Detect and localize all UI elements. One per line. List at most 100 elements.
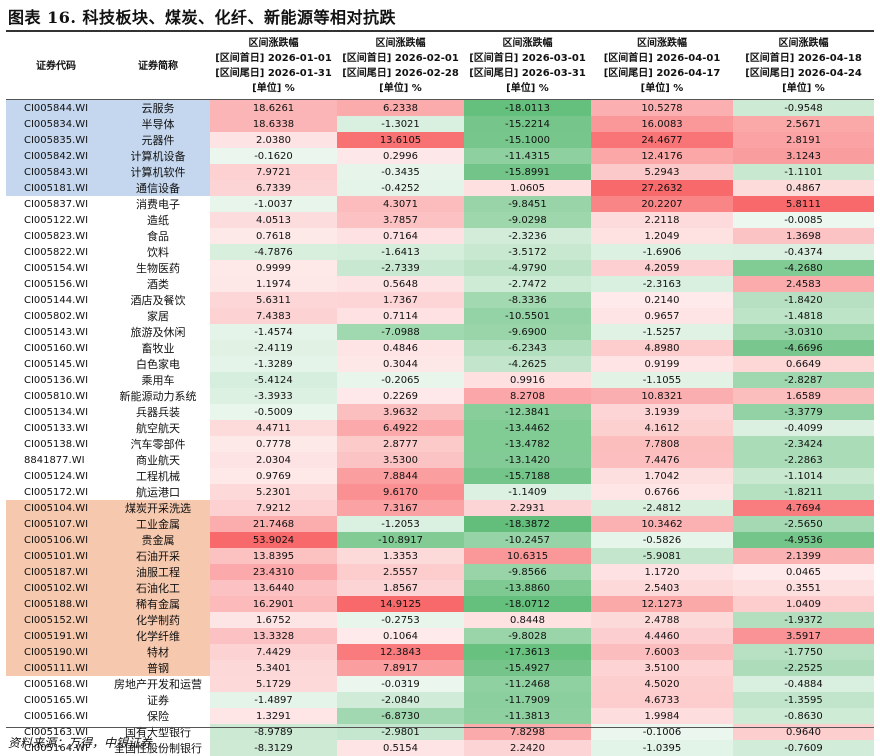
cell-value: 7.8917 [337,660,464,676]
cell-name: 计算机软件 [106,164,210,180]
cell-value: -0.4099 [733,420,874,436]
cell-value: -8.3129 [210,740,337,756]
cell-value: -13.4462 [464,420,591,436]
cell-value: -13.4782 [464,436,591,452]
title-rule [6,30,874,32]
cell-code: CI005823.WI [24,230,89,242]
cell-code: CI005810.WI [24,390,89,402]
cell-value: 7.7808 [591,436,733,452]
cell-value: 7.8298 [464,724,591,740]
cell-code: CI005166.WI [24,710,89,722]
cell-value: 3.1939 [591,404,733,420]
table-row: CI005124.WI 工程机械 0.9769 7.8844 -15.7188 1.704… [6,468,874,484]
cell-code: CI005837.WI [24,198,89,210]
cell-code: CI005172.WI [24,486,89,498]
cell-name: 消费电子 [136,198,180,211]
table-row: CI005145.WI 白色家电 -1.3289 0.3044 -4.2625 0.919… [6,356,874,372]
table-row: CI005144.WI 酒店及餐饮 5.6311 1.7367 -8.3336 0.214… [6,292,874,308]
cell-value: -1.1409 [464,484,591,500]
cell-value: -4.2680 [733,260,874,276]
cell-value: 0.9769 [210,468,337,484]
cell-name: 新能源动力系统 [119,390,197,403]
cell-value: 3.7857 [337,212,464,228]
cell-value: 10.8321 [591,388,733,404]
cell-value: -11.7909 [464,692,591,708]
cell-value: 4.0513 [210,212,337,228]
cell-value: -1.3595 [733,692,874,708]
cell-value: -1.4897 [210,692,337,708]
cell-value: -2.3236 [464,228,591,244]
cell-value: -10.5501 [464,308,591,324]
cell-value: -11.4315 [464,148,591,164]
cell-code: CI005101.WI [6,548,106,564]
cell-value: 7.8844 [337,468,464,484]
cell-value: -2.7339 [337,260,464,276]
cell-value: 4.8980 [591,340,733,356]
cell-value: 10.3462 [591,516,733,532]
cell-code: CI005152.WI [6,612,106,628]
cell-value: 1.8567 [337,580,464,596]
cell-value: -0.7609 [733,740,874,756]
table-body: CI005844.WI 云服务 18.6261 6.2338 -18.0113 10.52… [6,99,874,756]
cell-value: 1.9984 [591,708,733,724]
cell-name: 油服工程 [106,564,210,580]
cell-value: -8.3336 [464,292,591,308]
cell-value: 2.8191 [733,132,874,148]
source-note: 资料来源：万得，中银证券 [8,736,153,750]
cell-name: 航空航天 [136,422,180,435]
cell-name: 计算机设备 [106,148,210,164]
cell-value: 10.5278 [591,99,733,116]
cell-code: CI005835.WI [6,132,106,148]
cell-name: 贵金属 [106,532,210,548]
cell-value: 5.2301 [210,484,337,500]
cell-value: -0.4252 [337,180,464,196]
cell-value: -1.6906 [591,244,733,260]
cell-value: -1.0037 [210,196,337,212]
cell-value: -8.9789 [210,724,337,740]
cell-code: CI005111.WI [6,660,106,676]
cell-value: 2.4583 [733,276,874,292]
cell-value: -5.9081 [591,548,733,564]
cell-value: -2.0840 [337,692,464,708]
cell-name: 家居 [147,310,169,323]
table-row: CI005168.WI 房地产开发和运营 5.1729 -0.0319 -11.2468… [6,676,874,692]
cell-value: -0.5826 [591,532,733,548]
cell-code: CI005181.WI [6,180,106,196]
cell-value: -7.0988 [337,324,464,340]
table-row: CI005164.WI 全国性股份制银行 -8.3129 0.5154 2.2420 -1… [6,740,874,756]
cell-value: 3.5917 [733,628,874,644]
cell-value: -0.9548 [733,99,874,116]
cell-value: 7.9721 [210,164,337,180]
cell-value: 1.6589 [733,388,874,404]
cell-value: -13.8860 [464,580,591,596]
cell-value: 53.9024 [210,532,337,548]
cell-value: -1.0395 [591,740,733,756]
cell-value: -11.3813 [464,708,591,724]
cell-value: 5.8111 [733,196,874,212]
cell-value: 0.7778 [210,436,337,452]
cell-value: -0.1006 [591,724,733,740]
table-row: CI005134.WI 兵器兵装 -0.5009 3.9632 -12.3841 3.19… [6,404,874,420]
cell-value: 0.7164 [337,228,464,244]
table-row: CI005136.WI 乘用车 -5.4124 -0.2065 0.9916 -1.105… [6,372,874,388]
cell-value: -1.8211 [733,484,874,500]
cell-name: 乘用车 [141,374,175,387]
table-row: CI005835.WI 元器件 2.0380 13.6105 -15.1000 24.46… [6,132,874,148]
cell-value: -9.8451 [464,196,591,212]
cell-name: 石油化工 [106,580,210,596]
cell-value: 0.2269 [337,388,464,404]
cell-value: 1.6752 [210,612,337,628]
cell-value: -2.3163 [591,276,733,292]
cell-value: -5.4124 [210,372,337,388]
table-row: CI005844.WI 云服务 18.6261 6.2338 -18.0113 10.52… [6,99,874,116]
cell-code: CI005107.WI [6,516,106,532]
cell-name: 半导体 [106,116,210,132]
cell-value: -9.6900 [464,324,591,340]
cell-value: -2.4119 [210,340,337,356]
cell-value: -1.5257 [591,324,733,340]
cell-value: 2.8777 [337,436,464,452]
cell-value: 4.2059 [591,260,733,276]
cell-value: -9.8028 [464,628,591,644]
cell-value: -4.9790 [464,260,591,276]
cell-value: 1.7367 [337,292,464,308]
